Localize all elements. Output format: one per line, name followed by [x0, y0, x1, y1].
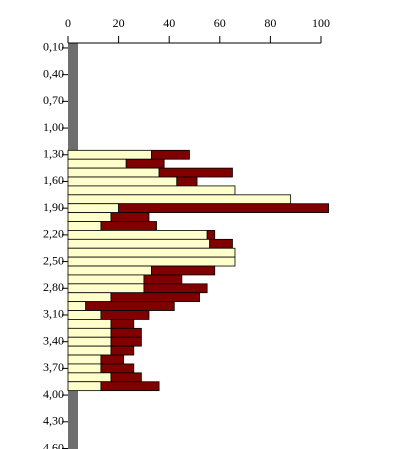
- bar-segment: [67, 345, 112, 356]
- bar-segment: [118, 203, 329, 214]
- bar-segment: [67, 354, 102, 365]
- bar-segment: [67, 158, 127, 169]
- bar-segment: [110, 327, 142, 338]
- y-tick-label: 0,70: [43, 93, 64, 107]
- bar-segment: [67, 230, 208, 240]
- y-tick-label: 3,70: [43, 360, 64, 374]
- y-tick-label: 4,00: [43, 387, 64, 401]
- bar-segment: [67, 301, 87, 311]
- bar-segment: [67, 381, 102, 392]
- bar-segment: [100, 354, 125, 365]
- bar-segment: [67, 265, 152, 276]
- bar-segment: [67, 212, 112, 222]
- bar-segment: [67, 176, 178, 187]
- y-tick-label: 2,80: [43, 280, 64, 294]
- bar-segment: [209, 238, 233, 249]
- bar-segment: [100, 221, 157, 231]
- bar-segment: [67, 310, 102, 320]
- bar-segment: [176, 176, 198, 187]
- bar-segment: [67, 327, 112, 338]
- x-tick-label: 100: [312, 16, 330, 30]
- bar-segment: [110, 212, 150, 222]
- bar-segment: [67, 283, 145, 294]
- bar-segment: [110, 345, 135, 356]
- bar-segment: [67, 203, 119, 214]
- bar-segment: [100, 310, 150, 320]
- y-tick-label: 3,40: [43, 333, 64, 347]
- y-tick-label: 0,10: [43, 40, 64, 54]
- bar-segment: [151, 265, 216, 276]
- y-tick-label: 1,00: [43, 120, 64, 134]
- bar-segment: [67, 221, 102, 231]
- y-tick-label: 2,20: [43, 227, 64, 241]
- bar-segment: [67, 274, 145, 285]
- bar-segment: [67, 336, 112, 347]
- bar-segment: [125, 158, 165, 169]
- bar-segment: [67, 292, 112, 303]
- bar-segment: [67, 167, 160, 178]
- bar-segment: [206, 230, 216, 240]
- bar-segment: [110, 336, 142, 347]
- bar-segment: [67, 372, 112, 383]
- bar-segment: [67, 363, 102, 374]
- bar-segment: [110, 319, 135, 329]
- bar-segment: [110, 292, 200, 303]
- x-tick-label: 20: [113, 16, 125, 30]
- bar-segment: [85, 301, 175, 311]
- y-tick-label: 1,90: [43, 200, 64, 214]
- bar-segment: [67, 238, 211, 249]
- x-tick-label: 40: [163, 16, 175, 30]
- bar-segment: [67, 185, 236, 196]
- bar-segment: [143, 274, 183, 285]
- y-tick-label: 2,50: [43, 253, 64, 267]
- bar-segment: [158, 167, 233, 178]
- bar-segment: [100, 363, 135, 374]
- y-tick-label: 1,30: [43, 147, 64, 161]
- bar-segment: [67, 247, 236, 258]
- y-tick-label: 4,30: [43, 414, 64, 428]
- bar-segment: [67, 256, 236, 267]
- x-tick-label: 0: [65, 16, 71, 30]
- bar-segment: [67, 319, 112, 329]
- y-tick-label: 4,60: [43, 440, 64, 449]
- bar-segment: [67, 149, 152, 160]
- x-tick-label: 80: [264, 16, 276, 30]
- bar-segment: [67, 194, 292, 205]
- y-tick-label: 1,60: [43, 173, 64, 187]
- bar-segment: [110, 372, 142, 383]
- x-tick-label: 60: [214, 16, 226, 30]
- bar-segment: [143, 283, 208, 294]
- bar-segment: [151, 149, 190, 160]
- y-tick-label: 0,40: [43, 66, 64, 80]
- y-tick-label: 3,10: [43, 307, 64, 321]
- bar-segment: [100, 381, 160, 392]
